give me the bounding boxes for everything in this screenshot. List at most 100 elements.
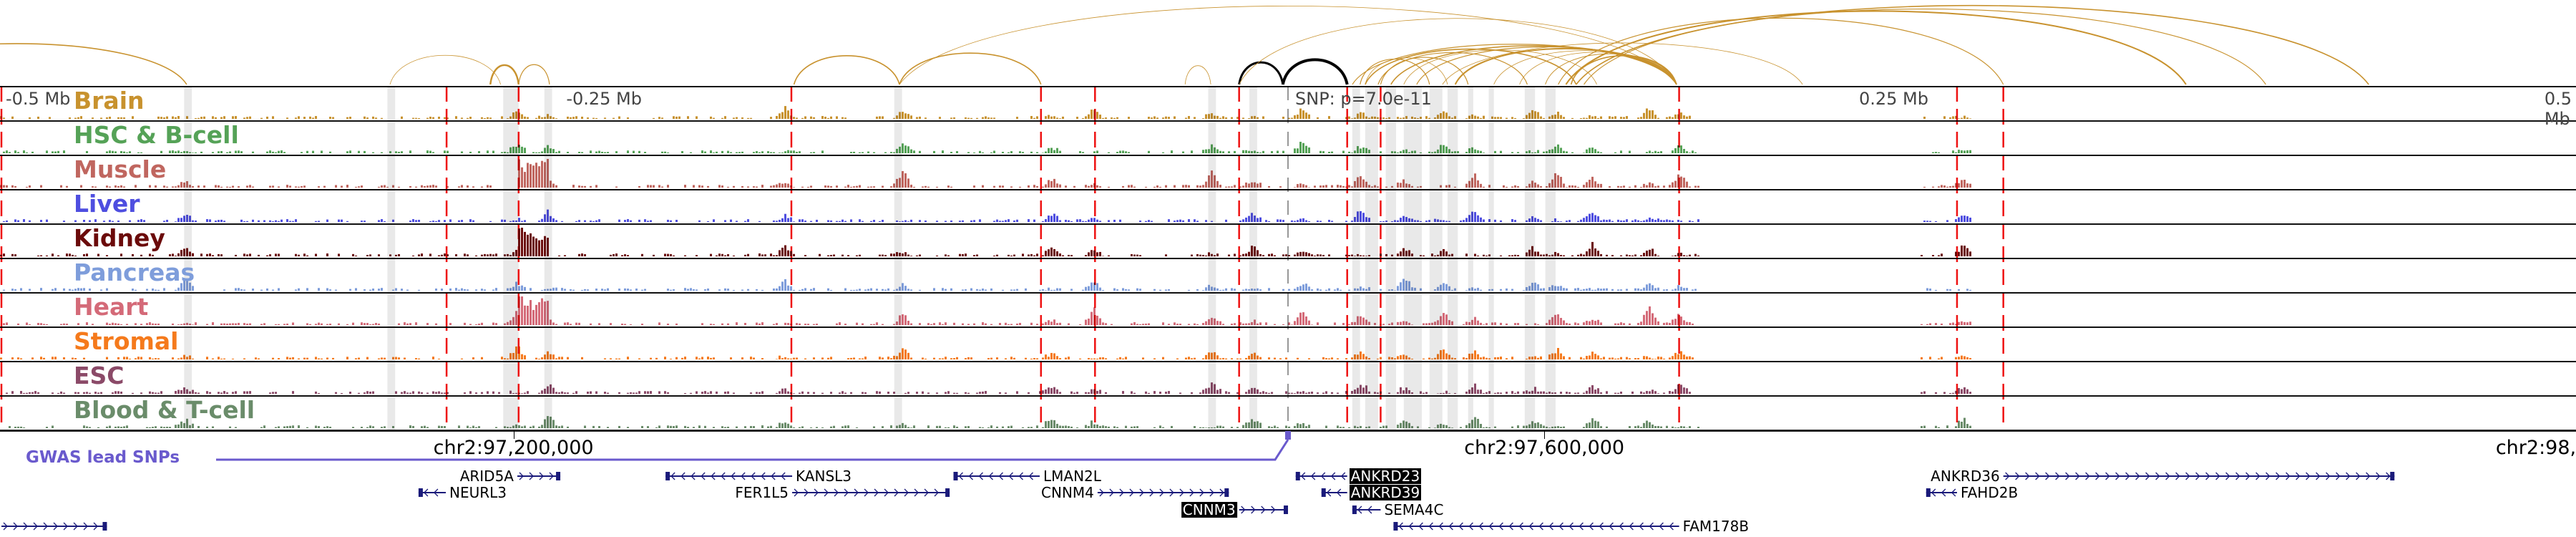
signal-bar — [195, 322, 197, 325]
signal-bar — [1345, 186, 1347, 188]
gene-label[interactable]: ANKRD36 — [1931, 468, 2000, 485]
signal-bar — [567, 426, 569, 428]
signal-bar — [1503, 185, 1505, 188]
signal-bar — [1528, 357, 1531, 359]
gene-label[interactable]: CNNM4 — [1041, 484, 1094, 501]
signal-bar — [661, 117, 663, 119]
signal-bar — [761, 322, 763, 325]
signal-bar — [1437, 219, 1439, 222]
signal-bar — [1932, 186, 1934, 188]
signal-bar — [524, 286, 526, 291]
signal-bar — [1216, 355, 1219, 359]
signal-bar — [278, 221, 280, 222]
signal-bar — [1935, 152, 1937, 153]
gene-cnnm3[interactable] — [1239, 505, 1288, 514]
gene-lman2l[interactable] — [953, 472, 1040, 480]
gene-fer1l5[interactable] — [792, 488, 950, 497]
strand-arrow-icon — [1528, 522, 1533, 531]
gene-ankrd36[interactable] — [2003, 472, 2395, 480]
signal-bar — [604, 392, 606, 394]
signal-bar — [1640, 321, 1642, 325]
signal-bar — [1566, 187, 1568, 188]
signal-bar — [727, 186, 729, 188]
signal-bar — [1477, 215, 1479, 222]
signal-bar — [1317, 322, 1319, 325]
signal-bar — [976, 254, 978, 256]
signal-bar — [203, 185, 205, 188]
gene-label[interactable]: FER1L5 — [735, 484, 789, 501]
signal-bar — [1652, 313, 1654, 325]
signal-bar — [1646, 311, 1648, 325]
signal-bar — [902, 143, 904, 153]
signal-bar — [326, 253, 328, 256]
gene-label[interactable]: FAM178B — [1682, 518, 1750, 535]
signal-bar — [1062, 425, 1064, 428]
signal-bar — [163, 221, 165, 222]
signal-bar — [326, 288, 328, 291]
gene-label[interactable]: ANKRD39 — [1349, 484, 1422, 501]
gene-label[interactable]: SEMA4C — [1384, 501, 1444, 518]
gene-label[interactable]: ANKRD23 — [1349, 468, 1422, 485]
signal-bar — [63, 392, 65, 394]
signal-bar — [595, 288, 597, 291]
signal-bar — [335, 289, 337, 291]
signal-bar — [155, 426, 157, 428]
signal-bar — [816, 324, 818, 325]
signal-bar — [1088, 357, 1090, 359]
gene-arid5a[interactable] — [517, 472, 561, 480]
signal-bar — [1231, 324, 1233, 325]
gwas-snp-marker[interactable] — [1285, 431, 1291, 440]
signal-bar — [74, 117, 77, 119]
strand-arrow-icon — [2055, 472, 2060, 480]
signal-bar — [1156, 117, 1158, 119]
signal-bar — [1362, 317, 1365, 325]
signal-bar — [1423, 323, 1425, 325]
gene-sema4c[interactable] — [1352, 505, 1381, 514]
signal-bar — [572, 185, 575, 188]
signal-bar — [9, 152, 11, 153]
gene-fam178b[interactable] — [1393, 522, 1679, 531]
gene-kansl3[interactable] — [665, 472, 793, 480]
gene-label[interactable]: KANSL3 — [796, 468, 852, 485]
signal-bar — [1674, 148, 1677, 153]
gene-label[interactable]: ARID5A — [459, 468, 514, 485]
track-kidney: Kidney — [0, 223, 2576, 258]
gene-label[interactable]: CNNM3 — [1181, 501, 1237, 518]
gene-ankrd39[interactable] — [1321, 488, 1347, 497]
signal-bar — [575, 221, 577, 222]
signal-bar — [335, 392, 337, 394]
signal-bar — [727, 391, 729, 394]
signal-bar — [272, 151, 274, 153]
signal-bar — [1546, 253, 1548, 256]
signal-bar — [37, 116, 39, 119]
signal-bar — [1251, 213, 1253, 222]
gene-neurl3[interactable] — [418, 488, 447, 497]
gene-label[interactable]: LMAN2L — [1043, 468, 1101, 485]
signal-bar — [229, 151, 231, 153]
signal-bar — [372, 288, 374, 291]
signal-bar — [1526, 390, 1528, 394]
signal-bar — [1969, 150, 1971, 153]
signal-bar — [212, 322, 214, 325]
signal-bar — [1961, 117, 1963, 119]
signal-bar — [1586, 216, 1588, 222]
gene-label[interactable]: FAHD2B — [1960, 484, 2019, 501]
gene-ankrd23[interactable] — [1295, 472, 1347, 480]
gene-fahd2b[interactable] — [1926, 488, 1957, 497]
signal-bar — [1354, 354, 1356, 359]
signal-bar — [907, 427, 909, 428]
signal-bar — [392, 426, 394, 428]
gene-cnnm4[interactable] — [1097, 488, 1229, 497]
signal-bar — [1554, 218, 1556, 222]
signal-bar — [29, 220, 31, 222]
signal-bar — [876, 322, 878, 325]
signal-bar — [1506, 117, 1508, 119]
signal-bar — [827, 185, 829, 188]
signal-bar — [567, 322, 569, 325]
signal-bar — [1935, 221, 1937, 222]
signal-bar — [1357, 146, 1359, 153]
gene-unnamed[interactable] — [1, 522, 107, 531]
gene-label[interactable]: NEURL3 — [449, 484, 507, 501]
signal-bar — [175, 117, 177, 119]
signal-bar — [1483, 254, 1485, 256]
